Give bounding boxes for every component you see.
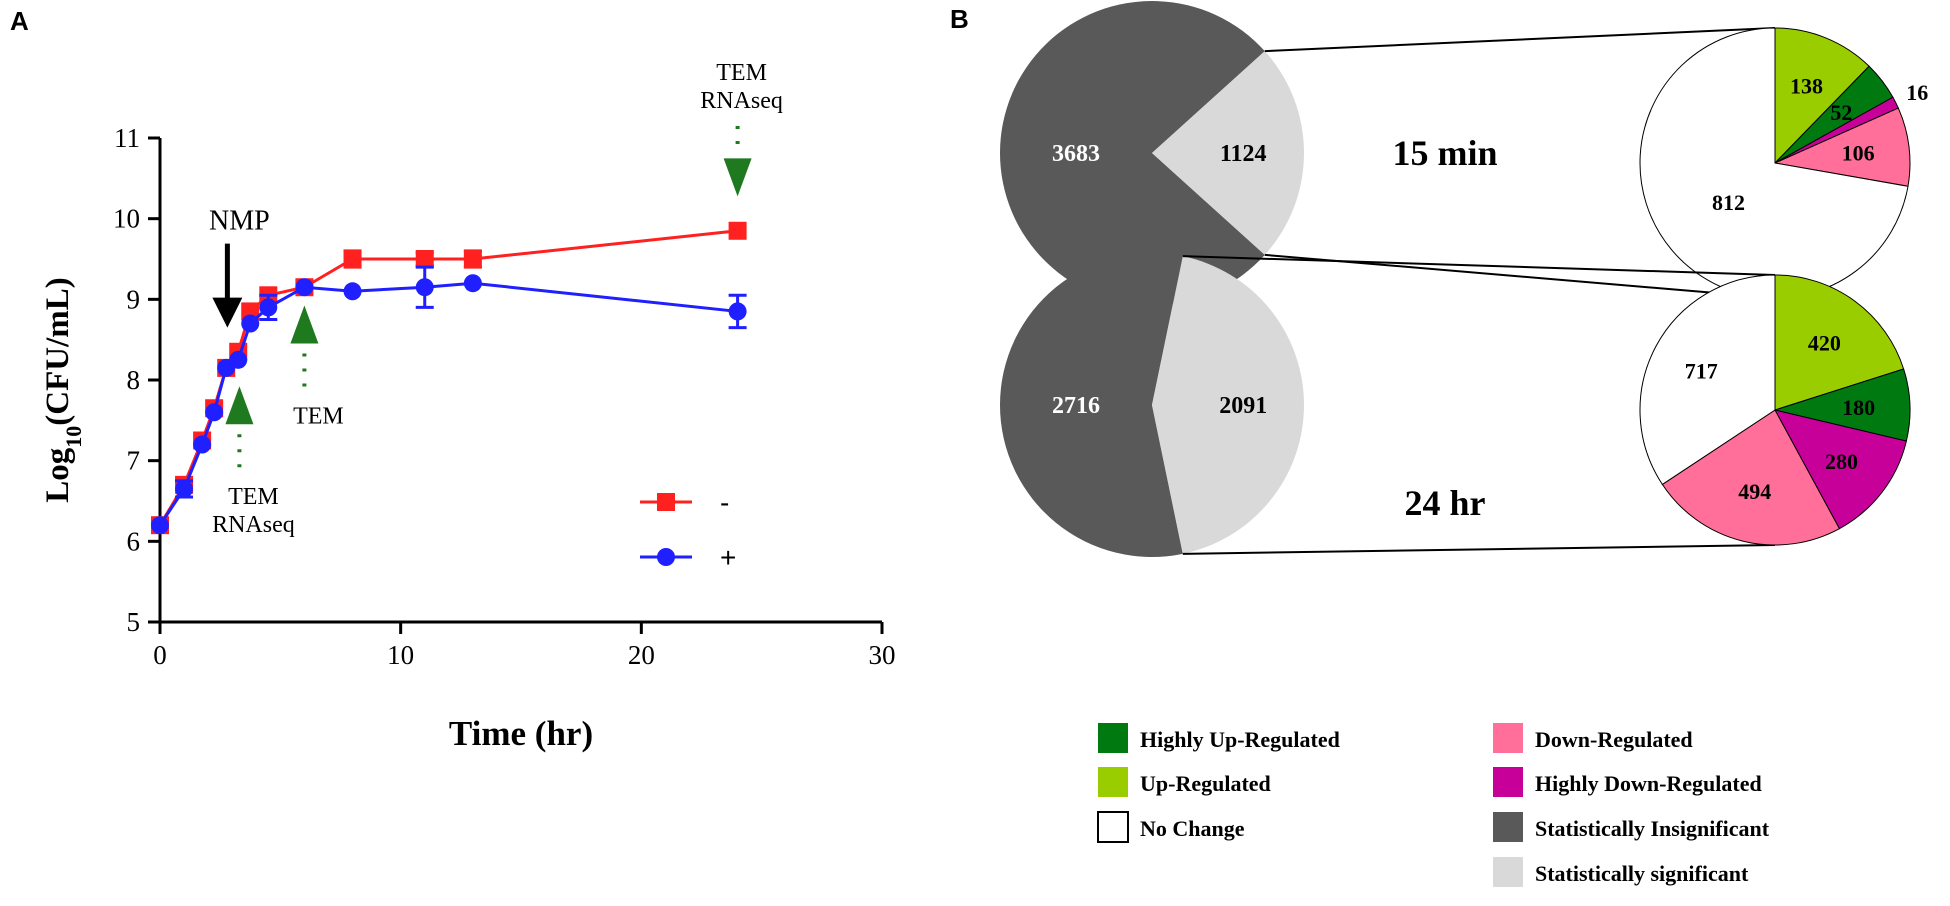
- breakdown-value-highly-down-regulated: 16: [1906, 80, 1928, 105]
- data-point-square: [343, 250, 362, 268]
- legend-label-statistically-significant: Statistically significant: [1535, 861, 1749, 886]
- legend-label-no-change: No Change: [1140, 816, 1245, 841]
- tem-label: TEM: [293, 404, 344, 430]
- data-point-circle: [193, 435, 212, 454]
- legend-label-down-regulated: Down-Regulated: [1535, 727, 1693, 752]
- data-point-circle: [415, 278, 434, 297]
- tem-label: TEM: [228, 484, 279, 510]
- pie-legend: Highly Up-Regulated Up-Regulated No Change…: [1097, 723, 1770, 887]
- y-axis-title-sub: 10: [61, 426, 86, 448]
- legend-swatch-highly-down-regulated: [1493, 767, 1523, 797]
- breakdown-slice-up-regulated: [1774, 274, 1905, 411]
- slice-value-insignificant: 2716: [1052, 393, 1100, 419]
- y-axis-title-main: Log: [40, 447, 76, 503]
- data-point-circle: [343, 282, 362, 301]
- data-point-circle: [241, 314, 260, 333]
- breakdown-value-no-change: 717: [1685, 358, 1718, 383]
- panel-label-a: A: [10, 6, 29, 36]
- breakdown-value-down-regulated: 106: [1842, 141, 1875, 166]
- x-axis-title: Time (hr): [449, 714, 593, 753]
- y-tick-label: 7: [127, 446, 141, 476]
- pie-slice-insignificant: [1000, 0, 1265, 305]
- breakdown-value-highly-down-regulated: 280: [1825, 449, 1858, 474]
- pie-title: 24 hr: [1405, 483, 1486, 523]
- breakdown-slice-no-change: [1639, 274, 1776, 486]
- y-tick-label: 6: [127, 526, 141, 556]
- data-point-circle: [175, 479, 194, 498]
- legend-marker-circle: [657, 548, 675, 566]
- slice-value-significant: 1124: [1220, 141, 1267, 167]
- x-tick-label: 10: [387, 640, 414, 670]
- x-tick-label: 30: [869, 640, 896, 670]
- breakdown-slice-no-change: [1639, 27, 1909, 299]
- pie-pair-2: 2716 2091 24 hr 420 180 280 494 717: [999, 252, 1911, 557]
- breakdown-slice-down-regulated: [1661, 409, 1841, 546]
- breakdown-value-highly-up-regulated: 180: [1842, 395, 1875, 420]
- legend-label-statistically-insignificant: Statistically Insignificant: [1535, 816, 1770, 841]
- data-point-circle: [205, 403, 224, 422]
- connector-line-top: [1182, 255, 1776, 276]
- y-axis-title: Log10(CFU/mL): [40, 277, 86, 502]
- rnaseq-label: RNAseq: [700, 88, 783, 114]
- panel-label-b: B: [950, 4, 969, 34]
- breakdown-slice-up-regulated: [1774, 27, 1870, 165]
- legend-label-highly-down-regulated: Highly Down-Regulated: [1535, 771, 1762, 796]
- annotation-nmp: NMP: [209, 206, 270, 237]
- data-point-square: [728, 221, 747, 240]
- tem-marker-triangle: [723, 158, 752, 197]
- legend-swatch-statistically-significant: [1493, 857, 1523, 887]
- slice-value-significant: 2091: [1219, 393, 1267, 419]
- pie-title: 15 min: [1392, 133, 1497, 173]
- legend-swatch-no-change: [1097, 811, 1129, 843]
- pie-pair-1: 3683 1124 15 min 138 52 16 106 812: [1000, 0, 1928, 305]
- y-axis-title-unit: (CFU/mL): [40, 277, 76, 425]
- data-point-circle: [728, 302, 747, 321]
- data-point-square: [415, 250, 434, 268]
- series-line-0: [158, 229, 738, 526]
- x-tick-label: 0: [153, 640, 167, 670]
- pie-slice-significant: [1152, 256, 1304, 554]
- breakdown-value-down-regulated: 494: [1738, 479, 1771, 504]
- y-tick-label: 10: [113, 204, 140, 234]
- breakdown-value-up-regulated: 138: [1790, 73, 1823, 98]
- rnaseq-label: RNAseq: [212, 512, 295, 538]
- data-point-circle: [295, 278, 314, 297]
- legend-label-up-regulated: Up-Regulated: [1140, 771, 1271, 796]
- data-point-circle: [151, 516, 169, 535]
- data-point-circle: [229, 350, 248, 369]
- breakdown-value-no-change: 812: [1712, 190, 1745, 215]
- breakdown-value-up-regulated: 420: [1808, 330, 1841, 355]
- y-tick-label: 11: [114, 123, 140, 153]
- tem-label: TEM: [716, 60, 767, 86]
- legend-label: -: [720, 487, 729, 518]
- pie-slice-significant: [1152, 51, 1304, 255]
- connector-line-top: [1264, 27, 1776, 53]
- y-tick-label: 8: [127, 365, 141, 395]
- data-point-circle: [463, 274, 482, 293]
- connector-line-bottom: [1182, 544, 1776, 555]
- legend-swatch-highly-up-regulated: [1098, 723, 1128, 753]
- breakdown-slice-down-regulated: [1773, 107, 1911, 187]
- legend-label-highly-up-regulated: Highly Up-Regulated: [1140, 727, 1340, 752]
- breakdown-slice-highly-down-regulated: [1774, 409, 1907, 530]
- legend-marker-square: [657, 493, 675, 511]
- legend-swatch-down-regulated: [1493, 723, 1523, 753]
- legend-swatch-statistically-insignificant: [1493, 812, 1523, 842]
- legend-swatch-up-regulated: [1098, 767, 1128, 797]
- tem-marker-triangle: [290, 305, 319, 344]
- legend-label: +: [720, 542, 736, 573]
- data-point-square: [463, 250, 482, 268]
- tem-marker-triangle: [225, 386, 254, 425]
- pie-slice-insignificant: [999, 252, 1183, 557]
- breakdown-value-highly-up-regulated: 52: [1830, 100, 1852, 125]
- nmp-arrow-head: [212, 297, 243, 328]
- slice-value-insignificant: 3683: [1052, 141, 1100, 167]
- x-tick-label: 20: [628, 640, 655, 670]
- data-point-circle: [259, 298, 278, 317]
- y-tick-label: 9: [127, 284, 141, 314]
- y-tick-label: 5: [127, 607, 141, 637]
